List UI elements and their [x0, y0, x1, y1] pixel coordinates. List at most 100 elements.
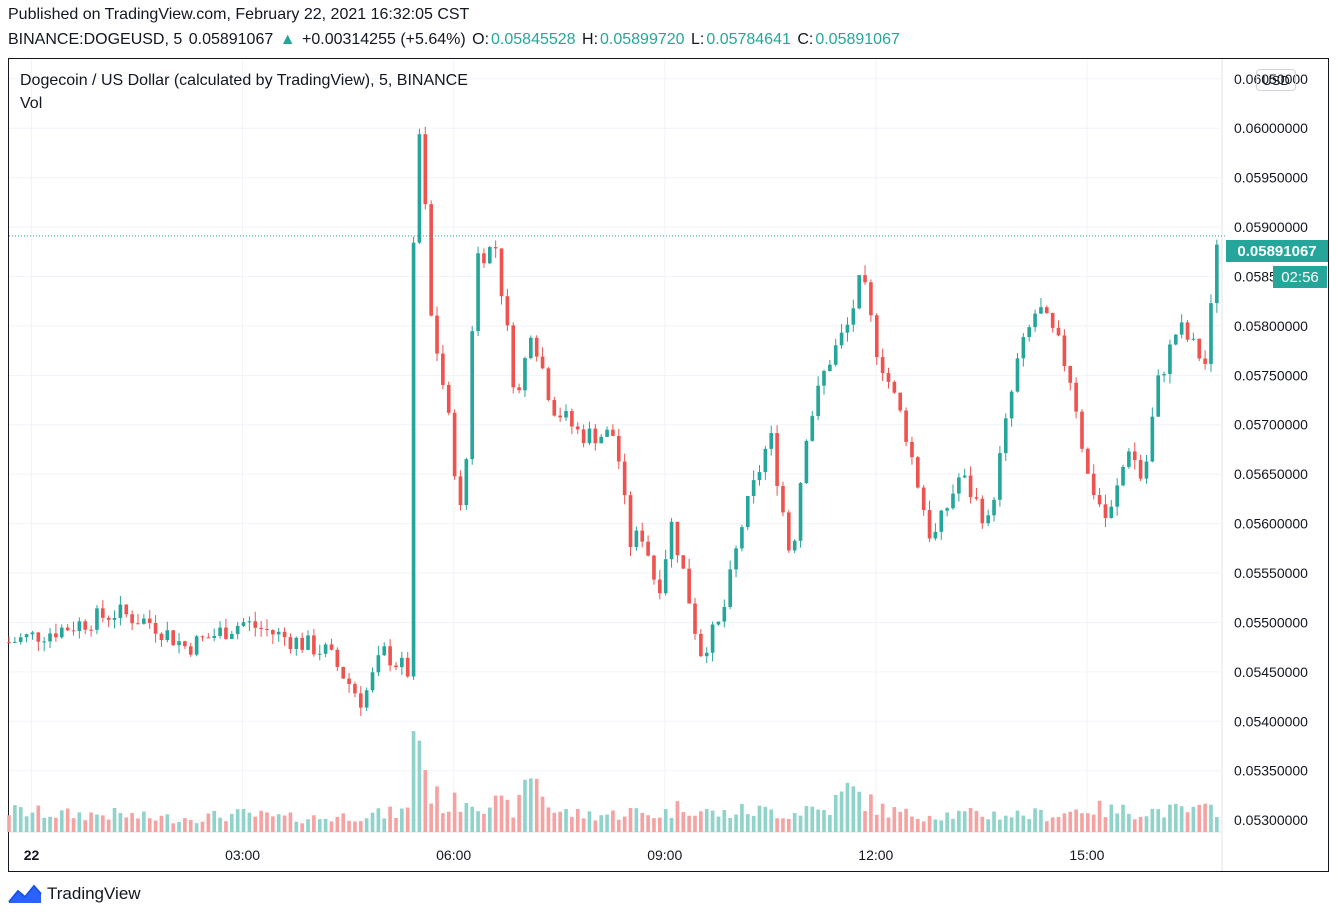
change-value: +0.00314255 (+5.64%): [302, 31, 466, 48]
volume-bar: [294, 821, 299, 832]
candle-body: [874, 315, 879, 358]
candle-body: [1209, 303, 1213, 364]
volume-bar: [171, 823, 175, 832]
candle-body: [429, 204, 433, 316]
candle-body: [470, 331, 475, 460]
volume-bar: [323, 818, 328, 832]
volume-bar: [464, 802, 469, 832]
candle-body: [945, 508, 949, 511]
volume-bar: [458, 811, 463, 832]
volume-bar: [159, 815, 164, 832]
volume-bar: [241, 809, 246, 832]
price-tick-label: 0.05700000: [1234, 417, 1308, 433]
brand[interactable]: TradingView: [8, 884, 141, 904]
volume-bar: [300, 823, 304, 832]
candle-body: [763, 448, 768, 473]
candle-body: [482, 253, 486, 264]
volume-bar: [1168, 804, 1172, 832]
volume-bar: [734, 814, 738, 832]
candle-body: [353, 684, 357, 694]
candle-body: [423, 134, 428, 205]
volume-bar: [441, 813, 445, 832]
candle-body: [751, 480, 756, 497]
candle-body: [616, 435, 621, 462]
volume-bar: [329, 821, 334, 832]
volume-bar: [194, 823, 199, 832]
candle-body: [282, 631, 287, 638]
volume-bar: [833, 794, 838, 832]
candle-body: [957, 477, 961, 494]
candle-body: [663, 559, 668, 594]
volume-bar: [405, 807, 410, 832]
candle-body: [18, 637, 23, 642]
volume-bar: [1132, 819, 1137, 832]
candle-body: [1091, 473, 1096, 496]
candle-body: [446, 384, 451, 413]
candle-body: [570, 411, 574, 427]
candle-body: [998, 453, 1002, 500]
time-tick-label: 22: [24, 847, 40, 863]
candle-body: [1062, 335, 1067, 367]
volume-bar: [452, 792, 457, 832]
volume-bar: [681, 812, 686, 832]
volume-bar: [616, 819, 621, 832]
volume-bar: [411, 731, 416, 832]
volume-bar: [470, 806, 475, 832]
candle-body: [83, 621, 88, 630]
chart-frame: [8, 58, 1329, 872]
volume-bar: [347, 820, 351, 832]
volume-bar: [511, 817, 516, 832]
volume-bar: [1121, 804, 1125, 832]
currency-button[interactable]: USD: [1256, 69, 1296, 91]
candle-body: [229, 633, 234, 639]
volume-bar: [646, 815, 650, 832]
low-value: 0.05784641: [706, 31, 791, 48]
candle-body: [177, 641, 181, 646]
candle-body: [710, 624, 715, 653]
candle-body: [1168, 344, 1172, 374]
high-label: H:: [582, 31, 599, 48]
candle-body: [992, 499, 996, 516]
volume-bar: [83, 820, 88, 832]
volume-bar: [435, 786, 439, 832]
candle-body: [581, 429, 586, 444]
candle-body: [904, 410, 908, 442]
candle-body: [306, 635, 310, 650]
candle-body: [628, 495, 633, 548]
price-tick-label: 0.06000000: [1234, 120, 1308, 136]
candle-body: [89, 629, 93, 631]
volume-bar: [306, 819, 310, 832]
volume-bar: [394, 817, 398, 832]
candle-body: [493, 247, 498, 249]
volume-bar: [183, 818, 187, 832]
time-tick-label: 12:00: [858, 847, 893, 863]
price-tick-label: 0.05450000: [1234, 664, 1308, 680]
candle-body: [65, 627, 70, 631]
volume-bar: [910, 816, 914, 832]
volume-bar: [546, 807, 551, 832]
countdown-tag: 02:56: [1273, 266, 1327, 288]
candle-body: [417, 134, 422, 243]
candle-body: [892, 381, 897, 393]
candle-body: [124, 604, 129, 615]
open-label: O:: [472, 31, 490, 48]
price-tick-label: 0.05800000: [1234, 318, 1308, 334]
candle-body: [59, 627, 64, 638]
volume-bar: [106, 819, 111, 832]
candle-body: [347, 678, 351, 685]
volume-bar: [769, 809, 774, 832]
volume-bar: [699, 811, 703, 832]
candle-body: [206, 637, 211, 639]
volume-bar: [1209, 804, 1213, 832]
volume-bar: [147, 818, 152, 832]
candle-body: [781, 485, 785, 513]
close-label: C:: [797, 31, 814, 48]
candle-body: [1097, 495, 1102, 505]
volume-bar: [658, 817, 662, 832]
volume-bar: [400, 808, 404, 832]
volume-bar: [915, 818, 920, 832]
candle-body: [1150, 416, 1155, 462]
volume-bar: [77, 812, 82, 832]
volume-bar: [1138, 816, 1143, 832]
